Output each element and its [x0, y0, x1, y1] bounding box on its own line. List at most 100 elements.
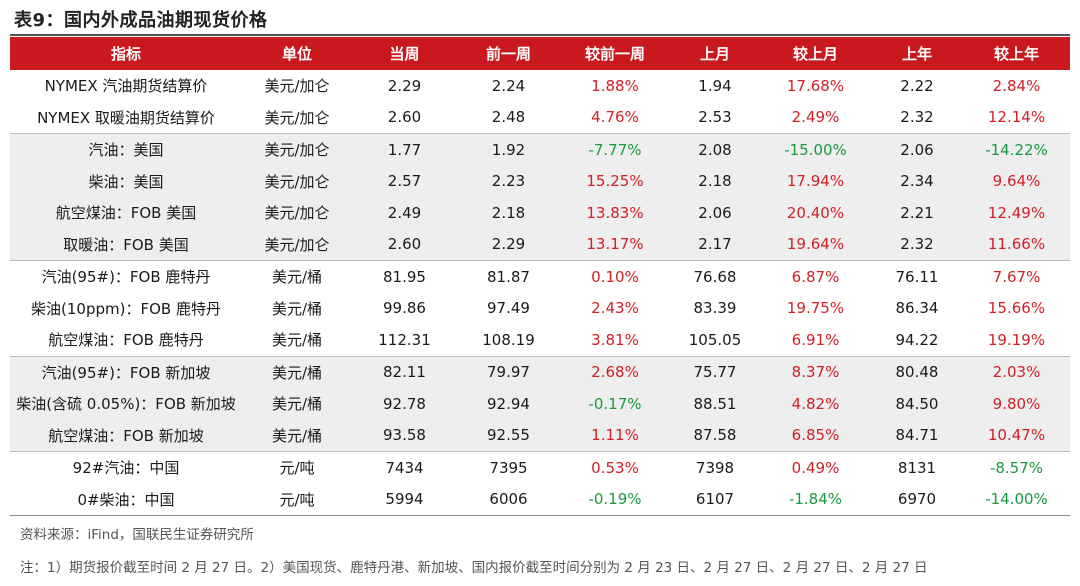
table-row: 汽油(95#)：FOB 鹿特丹 美元/桶 81.95 81.87 0.10% 76.68 6… — [10, 261, 1070, 293]
change-year-cell: 11.66% — [963, 228, 1070, 261]
unit-cell: 美元/加仑 — [242, 228, 352, 261]
change-month-cell: 19.75% — [786, 299, 845, 318]
last-year-cell: 6970 — [871, 483, 963, 516]
current-week-cell: 1.77 — [352, 133, 457, 166]
unit-cell: 美元/桶 — [242, 388, 352, 420]
last-month-cell: 87.58 — [670, 419, 760, 452]
change-month-cell: 2.49% — [760, 101, 871, 134]
last-month-cell: 75.77 — [670, 356, 760, 388]
change-month-cell: 0.49% — [791, 458, 840, 477]
change-month-cell: -15.00% — [760, 133, 871, 166]
last-month-cell: 2.18 — [670, 165, 760, 197]
table-row: 取暖油：FOB 美国 美元/加仑 2.60 2.29 13.17% 2.17 19.64% 2… — [10, 228, 1070, 261]
change-week-cell: 13.83% — [560, 197, 670, 229]
last-year-cell: 84.71 — [871, 419, 963, 452]
indicator-cell: 柴油(含硫 0.05%)：FOB 新加坡 — [10, 388, 242, 420]
change-year-cell: 12.49% — [963, 197, 1070, 229]
unit-cell: 美元/加仑 — [242, 165, 352, 197]
current-week-cell: 2.49 — [352, 197, 457, 229]
current-week-cell: 82.11 — [352, 356, 457, 388]
change-week-cell: -0.19% — [560, 483, 670, 516]
header-previous-week: 前一周 — [457, 37, 560, 70]
change-month-cell: 4.82% — [760, 388, 871, 420]
header-current-week: 当周 — [352, 37, 457, 70]
change-week-cell: 15.25% — [560, 165, 670, 197]
current-week-cell: 7434 — [385, 458, 424, 477]
change-year-cell: 2.84% — [992, 76, 1041, 95]
change-month-cell: 8.37% — [760, 356, 871, 388]
change-year-cell: -14.22% — [963, 133, 1070, 166]
change-week-cell: 0.53% — [591, 458, 639, 477]
change-month-cell: 6.91% — [760, 324, 871, 357]
last-year-cell: 2.06 — [871, 133, 963, 166]
previous-week-cell: 1.92 — [457, 133, 560, 166]
price-table: 指标 单位 当周 前一周 较前一周 上月 较上月 上年 较上年 NYMEX 汽油… — [10, 37, 1070, 516]
current-week-cell: 99.86 — [383, 299, 426, 318]
change-year-cell: -8.57% — [989, 458, 1044, 477]
current-week-cell: 81.95 — [383, 267, 426, 286]
change-month-cell: 19.64% — [760, 228, 871, 261]
table-title: 表9：国内外成品油期现货价格 — [14, 10, 268, 31]
current-week-cell: 2.29 — [387, 76, 422, 95]
last-year-cell: 2.34 — [871, 165, 963, 197]
last-month-cell: 2.17 — [670, 228, 760, 261]
last-month-cell: 6107 — [670, 483, 760, 516]
last-year-cell: 2.32 — [871, 101, 963, 134]
change-month-cell: 6.87% — [791, 267, 840, 286]
header-change-month: 较上月 — [760, 37, 871, 70]
header-change-year: 较上年 — [963, 37, 1070, 70]
indicator-cell: 0#柴油：中国 — [10, 483, 242, 516]
change-year-cell: -14.00% — [963, 483, 1070, 516]
change-year-cell: 19.19% — [963, 324, 1070, 357]
unit-cell: 美元/加仑 — [242, 133, 352, 166]
previous-week-cell: 7395 — [489, 458, 528, 477]
table-row: 0#柴油：中国 元/吨 5994 6006 -0.19% 6107 -1.84% 6970 -1… — [10, 483, 1070, 516]
change-year-cell: 2.03% — [963, 356, 1070, 388]
unit-cell: 美元/加仑 — [242, 101, 352, 134]
previous-week-cell: 79.97 — [457, 356, 560, 388]
previous-week-cell: 108.19 — [457, 324, 560, 357]
unit-cell: 美元/桶 — [242, 324, 352, 357]
change-week-cell: 2.68% — [560, 356, 670, 388]
change-year-cell: 9.80% — [963, 388, 1070, 420]
change-week-cell: 3.81% — [560, 324, 670, 357]
indicator-cell: 柴油：美国 — [10, 165, 242, 197]
last-year-cell: 80.48 — [871, 356, 963, 388]
unit-cell: 美元/桶 — [242, 356, 352, 388]
change-year-cell: 9.64% — [963, 165, 1070, 197]
table-row: 航空煤油：FOB 美国 美元/加仑 2.49 2.18 13.83% 2.06 20.40%… — [10, 197, 1070, 229]
unit-cell: 美元/桶 — [242, 419, 352, 452]
previous-week-cell: 2.23 — [457, 165, 560, 197]
last-month-cell: 105.05 — [670, 324, 760, 357]
change-year-cell: 7.67% — [992, 267, 1041, 286]
unit-cell: 元/吨 — [279, 459, 315, 478]
last-month-cell: 2.08 — [670, 133, 760, 166]
table-row: NYMEX 取暖油期货结算价 美元/加仑 2.60 2.48 4.76% 2.53 2.49… — [10, 101, 1070, 134]
indicator-cell: 航空煤油：FOB 美国 — [10, 197, 242, 229]
last-year-cell: 2.22 — [900, 76, 934, 95]
indicator-cell: 航空煤油：FOB 鹿特丹 — [10, 324, 242, 357]
indicator-cell: 92#汽油：中国 — [72, 459, 180, 478]
last-month-cell: 1.94 — [698, 76, 732, 95]
previous-week-cell: 92.94 — [457, 388, 560, 420]
previous-week-cell: 6006 — [457, 483, 560, 516]
header-last-month: 上月 — [670, 37, 760, 70]
last-month-cell: 88.51 — [670, 388, 760, 420]
last-month-cell: 83.39 — [693, 299, 737, 318]
last-month-cell: 7398 — [695, 458, 735, 477]
source-note: 资料来源：iFind，国联民生证券研究所 — [20, 527, 254, 543]
previous-week-cell: 81.87 — [487, 267, 530, 286]
current-week-cell: 2.60 — [352, 228, 457, 261]
previous-week-cell: 2.24 — [491, 76, 526, 95]
change-month-cell: -1.84% — [760, 483, 871, 516]
previous-week-cell: 92.55 — [457, 419, 560, 452]
table-header-row: 指标 单位 当周 前一周 较前一周 上月 较上月 上年 较上年 — [10, 37, 1070, 70]
change-week-cell: 4.76% — [560, 101, 670, 134]
last-year-cell: 94.22 — [871, 324, 963, 357]
change-week-cell: 1.88% — [591, 76, 639, 95]
unit-cell: 元/吨 — [242, 483, 352, 516]
previous-week-cell: 2.29 — [457, 228, 560, 261]
unit-cell: 美元/桶 — [271, 299, 323, 318]
table-row: 柴油(含硫 0.05%)：FOB 新加坡 美元/桶 92.78 92.94 -0.17%… — [10, 388, 1070, 420]
previous-week-cell: 97.49 — [487, 299, 530, 318]
